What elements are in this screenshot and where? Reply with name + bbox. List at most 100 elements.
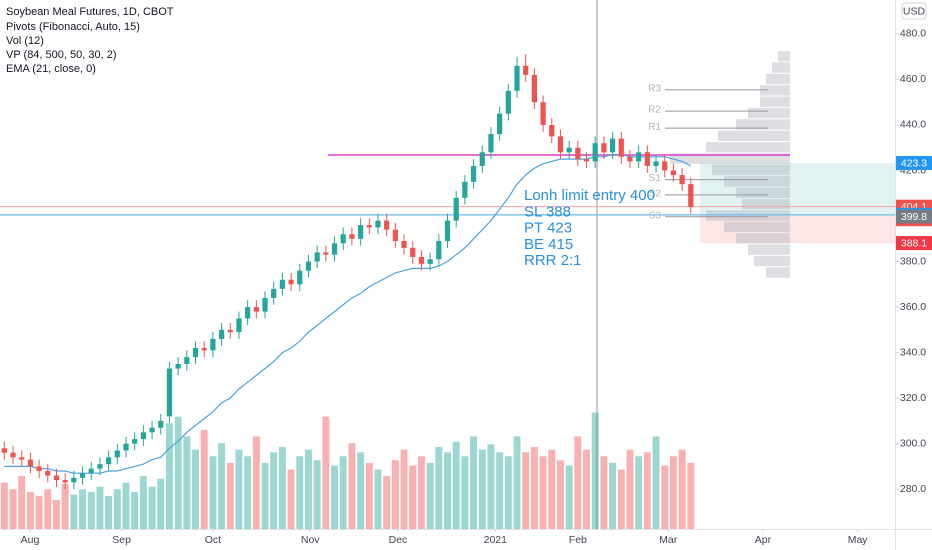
volume-profile-row	[760, 85, 790, 96]
annotation[interactable]: RRR 2:1	[524, 252, 582, 269]
volume-bar	[235, 449, 243, 529]
x-tick-label: May	[848, 534, 869, 546]
volume-bar	[287, 469, 295, 529]
candle-body	[427, 259, 433, 264]
candle-body	[401, 241, 407, 248]
volume-bar	[313, 460, 321, 529]
volume-bar	[426, 462, 434, 529]
candle-body	[79, 473, 86, 478]
volume-bar	[617, 469, 625, 529]
annotation[interactable]: Lonh limit entry 400	[524, 187, 655, 204]
pivot-label: S2	[649, 188, 662, 199]
candle-body	[670, 170, 677, 176]
candle-body	[97, 464, 103, 469]
volume-profile-row	[772, 62, 790, 73]
candle-body	[497, 113, 503, 135]
currency: USD	[903, 5, 926, 17]
volume-bar	[409, 465, 417, 529]
candle-body	[366, 225, 372, 228]
candle-body	[19, 457, 25, 460]
volume-bar	[0, 482, 8, 529]
volume-bar	[591, 412, 599, 529]
candle-body	[184, 357, 190, 364]
indicator-legend: EMA (21, close, 0)	[6, 63, 96, 75]
indicator-legend: Pivots (Fibonacci, Auto, 15)	[6, 21, 140, 33]
candle-body	[132, 439, 138, 444]
candle-body	[45, 470, 51, 476]
volume-bar	[192, 449, 199, 529]
candle-body	[549, 124, 555, 137]
candle-body	[349, 234, 355, 239]
y-tick-label: 320.0	[900, 392, 926, 404]
volume-bar	[70, 494, 78, 529]
volume-profile-row	[754, 255, 790, 267]
x-tick-label: Feb	[569, 534, 587, 546]
pivot-label: S3	[649, 210, 662, 221]
candle-body	[149, 427, 155, 433]
y-tick-label: 480.0	[900, 28, 926, 40]
volume-profile-row	[742, 198, 790, 210]
volume-bar	[122, 482, 130, 529]
volume-bar	[600, 456, 608, 529]
volume-bar	[53, 499, 60, 529]
volume-bar	[643, 452, 651, 529]
candle-body	[297, 270, 303, 285]
candle-body	[470, 165, 477, 182]
x-tick-label: Dec	[389, 534, 408, 546]
candle-body	[662, 161, 668, 171]
x-tick-label: Mar	[659, 534, 678, 546]
candle-body	[462, 181, 468, 198]
candle-body	[262, 297, 268, 312]
pivot-label: S1	[649, 173, 662, 184]
candle-body	[644, 152, 650, 166]
candle-body	[271, 288, 277, 298]
volume-bar	[574, 436, 582, 529]
annotation[interactable]: SL 388	[524, 203, 571, 220]
volume-bar	[635, 456, 643, 529]
target-label: 423.3	[901, 157, 927, 169]
volume-profile-row	[766, 73, 790, 85]
currency-box[interactable]	[901, 2, 927, 20]
volume-profile-row	[670, 153, 790, 164]
volume-bar	[18, 476, 26, 529]
candle-body	[609, 138, 616, 153]
candle-body	[114, 450, 120, 458]
volume-profile-row	[706, 210, 790, 221]
candle-body	[340, 234, 346, 244]
volume-bar	[35, 495, 43, 529]
volume-bar	[487, 444, 495, 529]
volume-bar	[678, 449, 686, 529]
volume-profile-row	[760, 96, 790, 107]
volume-bar	[530, 447, 538, 529]
y-tick-label: 440.0	[900, 119, 926, 131]
candle-body	[323, 252, 329, 255]
volume-bar	[131, 491, 139, 529]
volume-bar	[226, 462, 234, 529]
volume-bar	[9, 489, 17, 529]
volume-bar	[470, 436, 478, 529]
candle-body	[175, 363, 181, 369]
volume-profile-row	[736, 233, 790, 244]
volume-profile-row	[706, 142, 790, 153]
candle-body	[592, 143, 598, 162]
volume-profile-row	[748, 244, 790, 255]
annotation[interactable]: BE 415	[524, 236, 573, 253]
stop-zone[interactable]	[700, 214, 895, 244]
annotation[interactable]: PT 423	[524, 220, 572, 237]
candle-body	[288, 279, 294, 285]
candle-body	[236, 318, 242, 333]
volume-bar	[278, 447, 286, 529]
volume-bar	[339, 456, 347, 529]
volume-profile-row	[736, 187, 790, 198]
volume-bar	[322, 416, 330, 529]
candle-body	[253, 307, 259, 312]
y-tick-label: 300.0	[900, 437, 926, 449]
y-tick-label: 360.0	[900, 301, 926, 313]
volume-bar	[87, 491, 95, 529]
volume-bar	[270, 452, 278, 529]
candle-body	[653, 161, 659, 166]
candle-body	[540, 102, 546, 125]
volume-bar	[183, 436, 191, 529]
volume-bar	[444, 452, 451, 529]
candle-body	[601, 143, 607, 153]
